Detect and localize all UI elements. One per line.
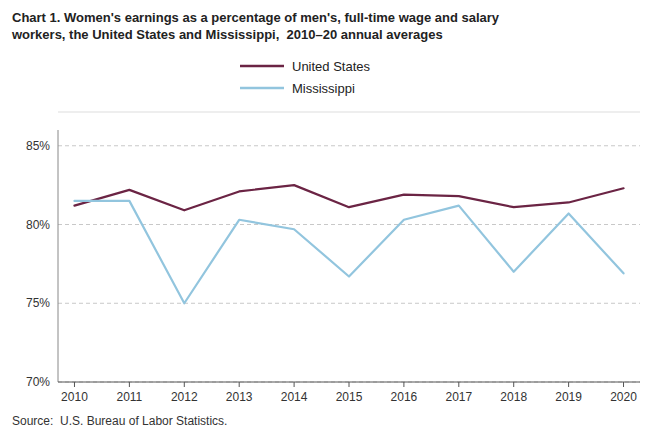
- chart: Chart 1. Women's earnings as a percentag…: [0, 0, 660, 433]
- x-axis: 2010 2011 2012 2013 2014 2015 2016 2017 2018 2019…: [58, 382, 640, 404]
- y-axis: 70% 75% 80% 85%: [26, 139, 640, 389]
- x-tick: [74, 382, 75, 387]
- y-tick-label: 85%: [26, 139, 50, 153]
- line-series: [74, 185, 623, 210]
- title: Chart 1. Women's earnings as a percentag…: [11, 10, 500, 42]
- x-tick: [513, 382, 514, 387]
- line-series: [74, 201, 623, 303]
- x-tick-label: 2011: [116, 390, 142, 404]
- x-tick: [349, 382, 350, 387]
- x-tick: [403, 382, 404, 387]
- y-tick-label: 80%: [26, 218, 50, 232]
- grid-line: [58, 145, 640, 146]
- legend-swatch: [240, 65, 284, 68]
- x-tick-label: 2010: [61, 390, 88, 404]
- x-tick: [129, 382, 130, 387]
- title-line: workers, the United States and Mississip…: [11, 27, 443, 42]
- x-tick-label: 2018: [500, 390, 527, 404]
- x-tick-label: 2016: [391, 390, 418, 404]
- x-tick: [568, 382, 569, 387]
- x-tick-label: 2015: [336, 390, 363, 404]
- grid-line: [58, 303, 640, 304]
- y-tick-label: 75%: [26, 296, 50, 310]
- x-tick: [184, 382, 185, 387]
- legend-label: United States: [292, 59, 371, 74]
- x-tick-label: 2012: [171, 390, 198, 404]
- legend: United States Mississippi: [240, 59, 371, 96]
- legend-label: Mississippi: [292, 81, 355, 96]
- separator: [58, 112, 640, 113]
- source: Source: U.S. Bureau of Labor Statistics.: [12, 414, 227, 428]
- x-tick-label: 2017: [445, 390, 472, 404]
- title-line: Chart 1. Women's earnings as a percentag…: [12, 10, 500, 25]
- grid-line: [58, 224, 640, 225]
- x-tick: [623, 382, 624, 387]
- x-tick: [458, 382, 459, 387]
- legend-swatch: [240, 87, 284, 90]
- y-tick-label: 70%: [26, 375, 50, 389]
- x-tick: [294, 382, 295, 387]
- x-tick: [239, 382, 240, 387]
- x-tick-label: 2014: [281, 390, 308, 404]
- y-axis-line: [58, 130, 59, 382]
- series-group: [74, 185, 623, 303]
- x-tick-label: 2013: [226, 390, 253, 404]
- x-tick-label: 2019: [555, 390, 582, 404]
- background: [0, 0, 660, 433]
- x-tick-label: 2020: [610, 390, 637, 404]
